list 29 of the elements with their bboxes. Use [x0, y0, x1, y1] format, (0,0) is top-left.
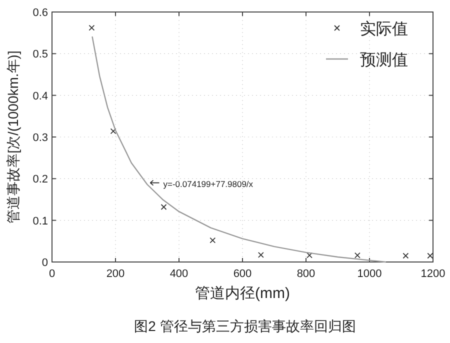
x-tick-label: 400: [170, 268, 188, 280]
point: [110, 128, 116, 134]
point: [210, 237, 216, 244]
x-tick-label: 200: [106, 268, 125, 280]
y-tick-label: 0.3: [32, 132, 48, 144]
point: [160, 204, 167, 210]
x-tick-label: 1000: [357, 268, 382, 280]
point: [306, 252, 312, 258]
x-axis-title: 管道内径(mm): [195, 285, 290, 302]
legend-label: 实际值: [360, 20, 408, 38]
point: [354, 252, 360, 258]
y-tick-label: 0.1: [32, 215, 48, 228]
point: [402, 252, 409, 259]
point: [88, 24, 95, 31]
caption: 图2 管径与第三方损害事故率回归图: [134, 318, 356, 334]
x-tick-label: 1200: [420, 268, 446, 280]
y-tick-label: 0: [42, 257, 48, 269]
legend-label: 预测值: [360, 52, 408, 69]
annotation: y=-0.074199+77.9809/x: [163, 178, 254, 189]
y-tick-label: 0.5: [32, 48, 48, 61]
point: [427, 252, 434, 259]
y-tick-label: 0.6: [32, 7, 48, 19]
x-tick-label: 800: [296, 268, 316, 280]
y-tick-label: 0.4: [32, 90, 48, 102]
y-tick-label: 0.2: [32, 174, 48, 186]
y-axis-title: 管道事故率[次/(1000km.年)]: [5, 50, 21, 224]
point: [258, 252, 264, 258]
x-tick-label: 600: [233, 268, 252, 280]
x-tick-label: 0: [48, 268, 56, 280]
